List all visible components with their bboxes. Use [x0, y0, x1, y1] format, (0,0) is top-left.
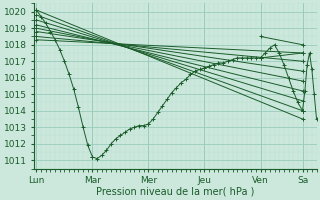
- X-axis label: Pression niveau de la mer( hPa ): Pression niveau de la mer( hPa ): [96, 187, 254, 197]
